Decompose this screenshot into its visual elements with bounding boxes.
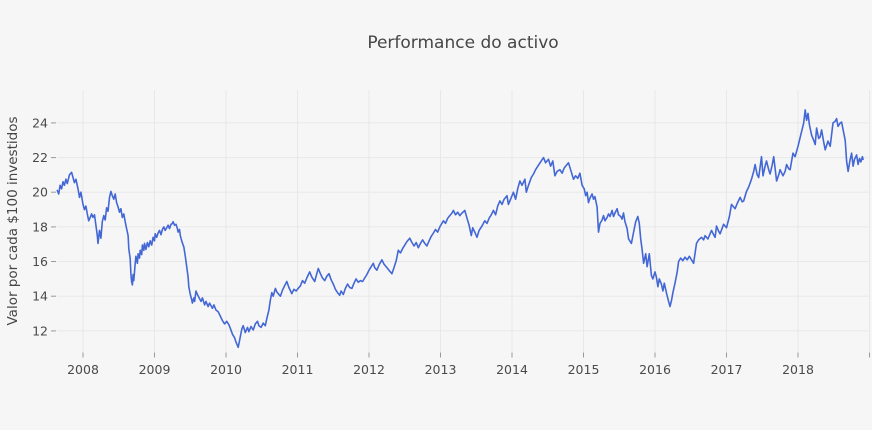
- chart-title: Performance do activo: [367, 33, 558, 53]
- x-tick-label: 2009: [139, 362, 171, 377]
- x-tick-label: 2016: [639, 362, 671, 377]
- x-tick-label: 2008: [67, 362, 99, 377]
- y-tick-label: 24: [32, 115, 48, 130]
- x-tick-label: 2012: [353, 362, 385, 377]
- x-tick-labels: 2008 2009 2010 2011 2012 2013 2014 2015 2016 2017…: [67, 362, 814, 377]
- series-line: [56, 109, 864, 349]
- x-tick-label: 2011: [282, 362, 314, 377]
- x-tickmarks: [82, 352, 870, 358]
- x-tick-label: 2013: [425, 362, 457, 377]
- x-tick-label: 2014: [496, 362, 528, 377]
- x-gridlines: [82, 90, 870, 352]
- x-tick-label: 2018: [782, 362, 814, 377]
- y-axis-title: Valor por cada $100 investidos: [5, 117, 21, 326]
- y-tick-labels: 12 14 16 18 20 22 24: [32, 115, 48, 338]
- x-tick-label: 2017: [711, 362, 743, 377]
- y-tickmarks: [51, 122, 56, 332]
- y-tick-label: 20: [32, 185, 48, 200]
- y-tick-label: 14: [32, 289, 48, 304]
- x-tick-label: 2015: [568, 362, 600, 377]
- y-tick-label: 18: [32, 219, 48, 234]
- y-tick-label: 22: [32, 150, 48, 165]
- y-tick-label: 16: [32, 254, 48, 269]
- y-tick-label: 12: [32, 323, 48, 338]
- x-tick-label: 2010: [210, 362, 242, 377]
- y-gridlines: [57, 122, 870, 332]
